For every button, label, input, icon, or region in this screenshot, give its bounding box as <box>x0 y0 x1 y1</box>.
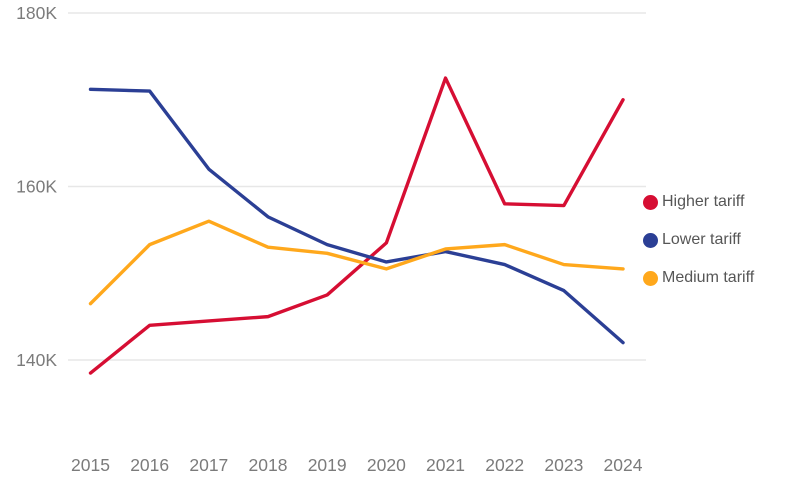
legend-item-medium-tariff[interactable]: Medium tariff <box>643 269 755 286</box>
higher-tariff-dot-icon <box>643 194 658 210</box>
x-axis-tick-label: 2022 <box>485 455 524 475</box>
x-axis-tick-label: 2019 <box>308 455 347 475</box>
y-axis-tick-label: 140K <box>16 350 57 370</box>
legend-item-higher-tariff[interactable]: Higher tariff <box>643 193 754 210</box>
x-axis-tick-label: 2020 <box>367 455 406 475</box>
x-axis-tick-label: 2021 <box>426 455 465 475</box>
series-line-higher-tariff <box>88 76 625 375</box>
chart-legend: Higher tariff Lower tariff Medium tariff <box>643 193 755 308</box>
series-line-lower-tariff <box>88 87 625 345</box>
legend-item-lower-tariff[interactable]: Lower tariff <box>643 231 754 248</box>
x-axis-tick-label: 2017 <box>189 455 228 475</box>
y-axis-tick-label: 160K <box>16 177 57 197</box>
x-axis-tick-label: 2018 <box>249 455 288 475</box>
x-axis-tick-label: 2015 <box>71 455 110 475</box>
legend-label-higher-tariff: Higher tariff <box>662 193 745 210</box>
x-axis-tick-label: 2024 <box>604 455 643 475</box>
series-line-medium-tariff <box>88 219 625 306</box>
y-axis-tick-label: 180K <box>16 3 57 23</box>
x-axis-tick-label: 2023 <box>544 455 583 475</box>
legend-label-medium-tariff: Medium tariff <box>662 269 755 286</box>
x-axis-tick-label: 2016 <box>130 455 169 475</box>
medium-tariff-dot-icon <box>643 270 658 286</box>
legend-label-lower-tariff: Lower tariff <box>662 231 741 248</box>
lower-tariff-dot-icon <box>643 232 658 248</box>
